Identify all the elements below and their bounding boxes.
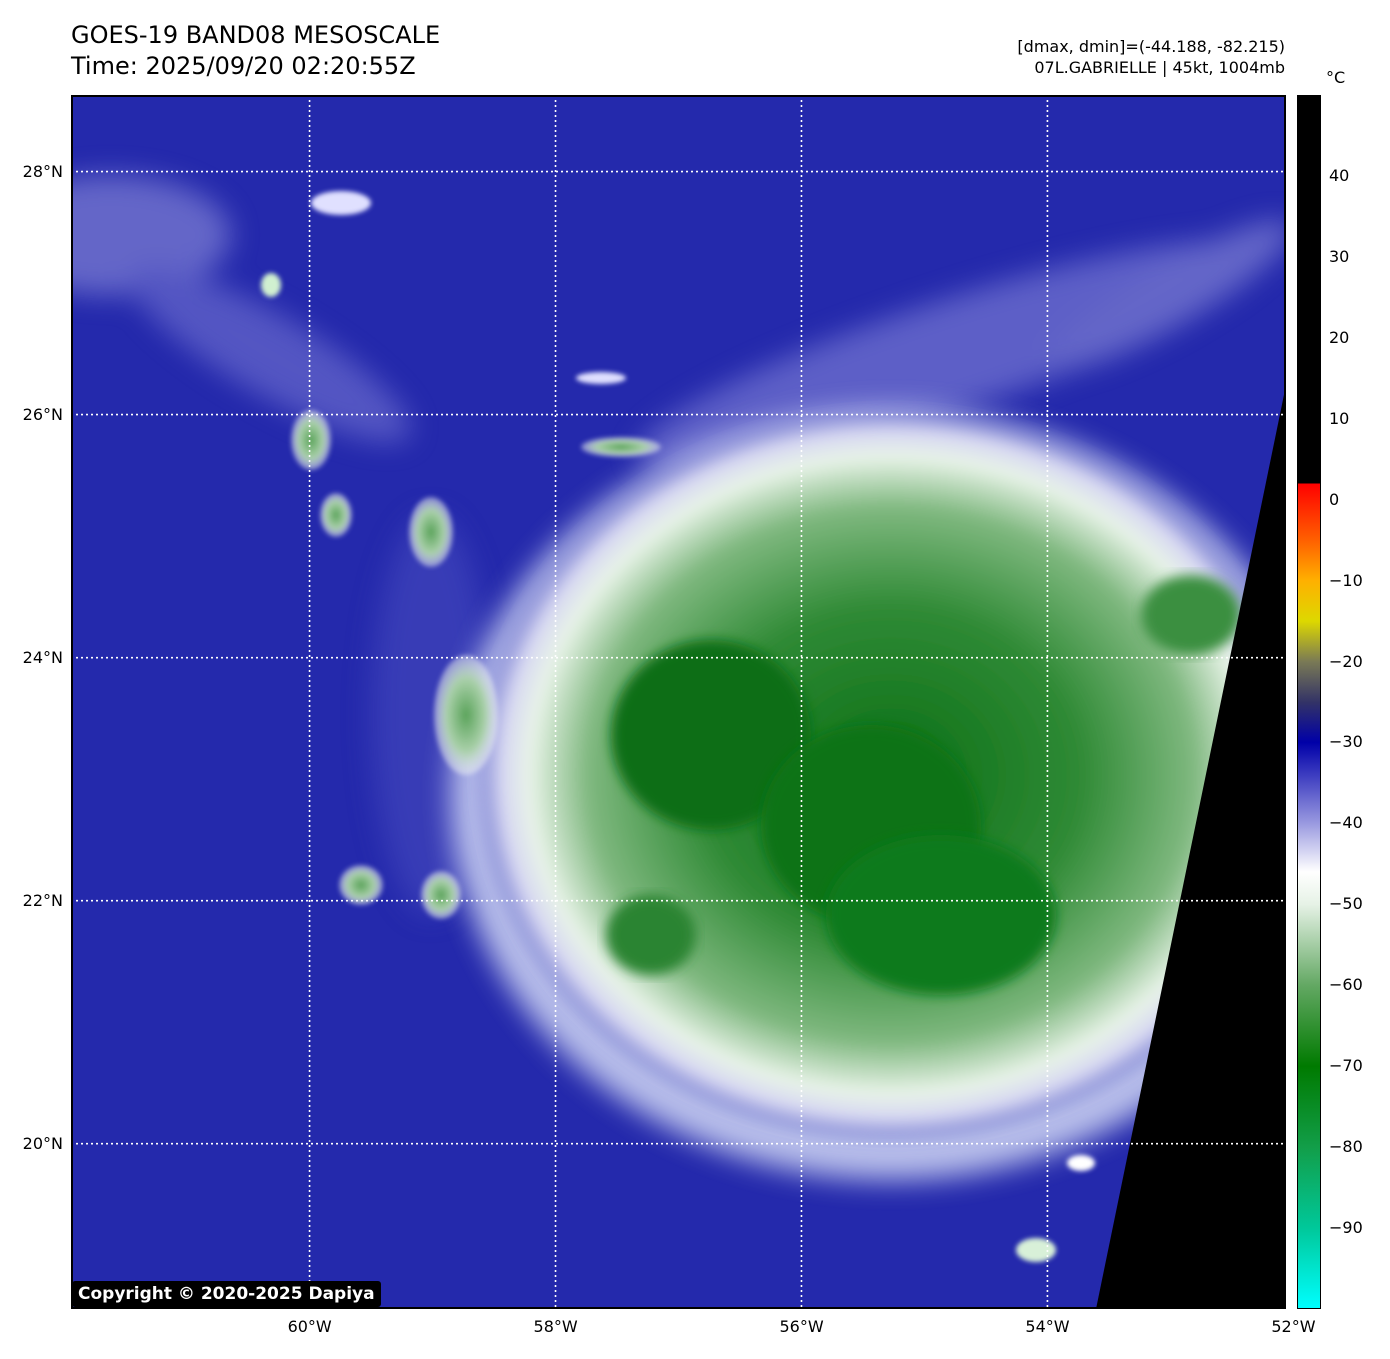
lon-label: 54°W — [1025, 1317, 1070, 1336]
colorbar-tick-label: −70 — [1329, 1056, 1363, 1076]
lon-label: 58°W — [533, 1317, 578, 1336]
storm-cloud-shield — [451, 405, 1286, 1180]
lat-label: 20°N — [22, 1133, 63, 1153]
gridlines — [71, 95, 1286, 1309]
colorbar-tick-label: −40 — [1329, 813, 1363, 833]
colorbar-tick-label: −10 — [1329, 570, 1363, 590]
colorbar-tick-label: 0 — [1329, 489, 1340, 509]
no-data-region — [1096, 385, 1286, 1309]
colorbar-tick-label: −90 — [1329, 1218, 1363, 1238]
lat-label: 26°N — [22, 404, 63, 424]
colorbar-tick-label: 20 — [1329, 327, 1350, 347]
satellite-map — [71, 95, 1286, 1309]
colorbar-tick-label: −20 — [1329, 651, 1363, 671]
lon-label: 56°W — [779, 1317, 824, 1336]
colorbar — [1297, 95, 1321, 1309]
copyright-badge: Copyright © 2020-2025 Dapiya — [72, 1281, 381, 1307]
colorbar-tick-label: 10 — [1329, 408, 1350, 428]
lat-label: 28°N — [22, 161, 63, 181]
lon-label: 52°W — [1271, 1317, 1316, 1336]
lon-label: 60°W — [287, 1317, 332, 1336]
colorbar-tick-label: −80 — [1329, 1137, 1363, 1157]
colorbar-unit: °C — [1326, 68, 1346, 87]
colorbar-tick-label: −30 — [1329, 732, 1363, 752]
colorbar-tick-label: −50 — [1329, 894, 1363, 914]
colorbar-tick-label: 30 — [1329, 246, 1350, 266]
lat-label: 22°N — [22, 890, 63, 910]
timestamp: Time: 2025/09/20 02:20:55Z — [71, 52, 416, 80]
chart-title: GOES-19 BAND08 MESOSCALE — [71, 21, 441, 49]
cloud-islands — [261, 191, 1095, 1262]
storm-info-label: 07L.GABRIELLE | 45kt, 1004mb — [1034, 58, 1285, 77]
data-range-label: [dmax, dmin]=(-44.188, -82.215) — [1017, 37, 1285, 56]
colorbar-tick-label: −60 — [1329, 975, 1363, 995]
colorbar-tick-label: 40 — [1329, 165, 1350, 185]
lat-label: 24°N — [22, 647, 63, 667]
